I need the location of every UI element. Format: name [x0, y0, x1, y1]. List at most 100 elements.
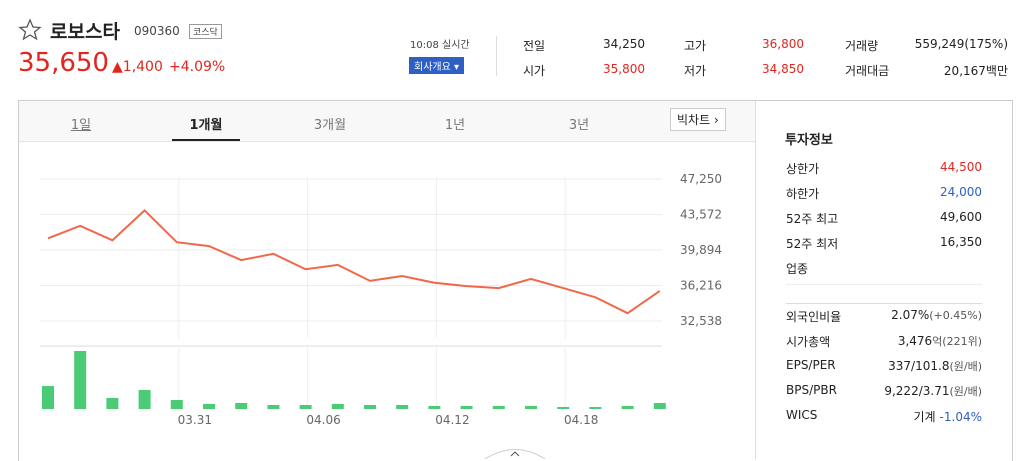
- invest-label: 52주 최저: [786, 237, 839, 251]
- price-line: [47, 208, 661, 315]
- chart: 47,250 43,572 39,894 36,216 32,538 03.31 04.06…: [40, 172, 722, 427]
- tab[interactable]: 3년: [568, 118, 590, 133]
- tab-underline: [172, 139, 240, 141]
- company-button[interactable]: 회사개요 ▾: [409, 57, 465, 74]
- time: 10:08 실시간: [410, 40, 470, 51]
- price: 35,650: [18, 48, 109, 78]
- invest-label: EPS/PER: [786, 358, 836, 372]
- divider: [496, 36, 497, 76]
- invest-value: 기계 -1.04%: [913, 408, 982, 425]
- volume-bar: [653, 403, 666, 409]
- quote-label: 고가: [684, 39, 707, 53]
- volume-bar: [299, 405, 312, 409]
- volume-bar: [138, 390, 151, 409]
- volume-bar: [203, 404, 215, 409]
- invest-label: 52주 최고: [786, 212, 839, 226]
- big-chart-button[interactable]: 빅차트 ›: [670, 108, 726, 131]
- value: 2.07%: [891, 308, 930, 322]
- y-tick-label: 36,216: [680, 279, 722, 293]
- star-icon[interactable]: [18, 18, 42, 42]
- company-button-label: 회사개요: [414, 62, 451, 73]
- y-tick-label: 47,250: [680, 172, 722, 186]
- tab[interactable]: 1개월: [189, 118, 223, 133]
- stock-code: 090360: [134, 24, 180, 38]
- divider: [786, 303, 982, 304]
- tab[interactable]: 1일: [70, 118, 92, 133]
- volume-bar: [364, 405, 376, 409]
- invest-value: 3,476억(221위): [898, 333, 982, 349]
- invest-label: BPS/PBR: [786, 383, 837, 397]
- quote-value: 20,167백만: [943, 64, 1008, 78]
- quote-label: 전일: [523, 39, 546, 53]
- value: 기계: [913, 410, 936, 424]
- volume-bar: [267, 405, 280, 409]
- volume-bar: [525, 406, 537, 409]
- x-tick-label: 04.06: [306, 413, 340, 427]
- invest-value: 2.07%(+0.45%): [891, 308, 982, 322]
- invest-value: 44,500: [940, 160, 982, 174]
- big-chart-label: 빅차트: [677, 113, 711, 127]
- volume-bar: [331, 404, 344, 409]
- value: 9,222/3.71: [884, 384, 950, 398]
- value: 3,476: [897, 334, 933, 348]
- tab[interactable]: 1년: [444, 118, 466, 133]
- x-tick-label: 03.31: [178, 413, 212, 427]
- y-tick-label: 32,538: [680, 314, 722, 328]
- sub-value: (원/배): [949, 360, 982, 373]
- invest-value: 9,222/3.71(원/배): [884, 383, 982, 399]
- y-tick-label: 43,572: [680, 208, 722, 222]
- invest-label: 상한가: [786, 162, 820, 176]
- tab-bar: [19, 101, 755, 142]
- volume-bar: [235, 403, 248, 409]
- volume-bar: [396, 405, 409, 409]
- stock-name: 로보스타: [50, 21, 120, 43]
- change-pct: +4.09%: [169, 59, 226, 75]
- sub-value: (+0.45%): [929, 309, 982, 322]
- volume-bar: [170, 400, 183, 409]
- value: 337/101.8: [888, 359, 950, 373]
- volume-bar: [42, 386, 54, 409]
- x-tick-label: 04.12: [435, 413, 469, 427]
- quote-value: 35,800: [603, 62, 645, 76]
- quote-label: 거래량: [845, 39, 879, 53]
- x-tick-label: 04.18: [564, 413, 598, 427]
- divider: [786, 284, 982, 285]
- change-value: 1,400: [122, 59, 163, 75]
- tab[interactable]: 3개월: [313, 118, 347, 133]
- volume-bar: [106, 398, 119, 409]
- sub-value: 억(221위): [932, 335, 982, 348]
- invest-value: 49,600: [940, 210, 982, 224]
- invest-label: 업종: [786, 262, 809, 276]
- y-tick-label: 39,894: [680, 243, 722, 257]
- sub-value: (원/배): [949, 385, 982, 398]
- change: ▲1,400: [112, 59, 163, 75]
- volume-bar: [460, 406, 473, 409]
- quote-value: 559,249(175%): [914, 37, 1008, 51]
- invest-value: 16,350: [940, 235, 982, 249]
- volume-bar: [74, 351, 87, 409]
- volume-bar: [589, 407, 602, 409]
- sub-value: -1.04%: [939, 410, 982, 424]
- volume-bar: [557, 407, 570, 409]
- quote-label: 시가: [523, 64, 546, 78]
- chart-panel: [18, 100, 1013, 461]
- invest-value: 337/101.8(원/배): [888, 358, 982, 374]
- quote-label: 저가: [684, 64, 707, 78]
- volume-bar: [492, 406, 505, 409]
- divider: [755, 101, 756, 459]
- quote-label: 거래대금: [845, 64, 890, 78]
- volume-bar: [428, 406, 441, 409]
- volume-bar: [621, 406, 634, 409]
- quote-value: 36,800: [762, 37, 804, 51]
- invest-label: 시가총액: [786, 335, 831, 349]
- quote-value: 34,850: [762, 62, 804, 76]
- expand-toggle[interactable]: [485, 446, 545, 459]
- invest-title: 투자정보: [785, 133, 833, 148]
- invest-label: WICS: [786, 408, 818, 422]
- market-badge: 코스닥: [189, 24, 222, 39]
- invest-value: 24,000: [940, 185, 982, 199]
- quote-value: 34,250: [603, 37, 645, 51]
- invest-label: 외국인비율: [786, 310, 842, 324]
- invest-label: 하한가: [786, 187, 820, 201]
